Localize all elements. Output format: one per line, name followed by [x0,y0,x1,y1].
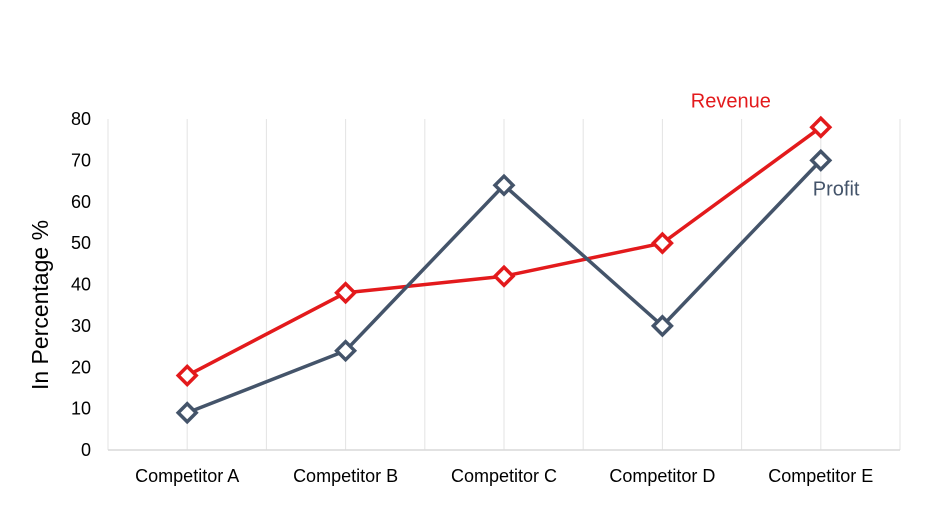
profit-point [334,339,358,363]
profit-point [650,314,674,338]
y-tick-label: 80 [71,109,91,129]
x-category-label: Competitor A [135,466,239,486]
x-category-label: Competitor D [609,466,715,486]
revenue-point [175,364,199,387]
y-tick-label: 50 [71,233,91,253]
profit-series-label: Profit [813,178,860,200]
revenue-point [334,281,358,305]
y-tick-label: 40 [71,275,91,295]
revenue-point [809,115,833,139]
revenue-series-label: Revenue [691,90,771,112]
profit-point [492,173,516,197]
revenue-point [650,231,674,255]
x-category-label: Competitor B [293,466,398,486]
x-category-label: Competitor E [768,466,873,486]
y-tick-label: 10 [71,399,91,419]
x-axis-categories: Competitor A Competitor B Competitor C Comp… [135,466,873,486]
profit-point [175,401,199,425]
revenue-point [492,264,516,288]
y-tick-label: 60 [71,192,91,212]
profit-point [809,148,833,172]
series-group [175,115,833,425]
y-axis-ticks: 0 10 20 30 40 50 60 70 80 [71,109,91,460]
y-tick-label: 70 [71,150,91,170]
series-labels: Revenue Profit [691,90,860,200]
y-tick-label: 30 [71,316,91,336]
y-tick-label: 20 [71,357,91,377]
y-axis-label: In Percentage % [27,220,53,390]
y-tick-label: 0 [81,440,91,460]
x-category-label: Competitor C [451,466,557,486]
